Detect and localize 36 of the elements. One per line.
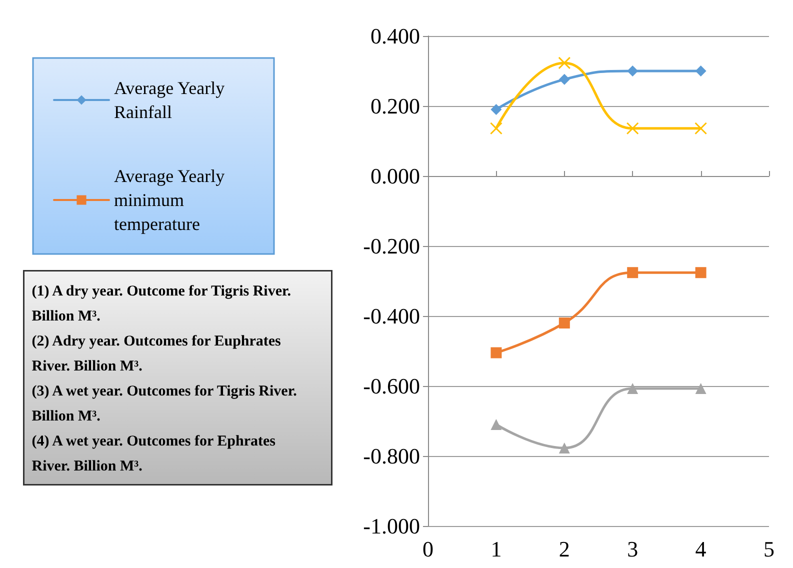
point <box>695 267 706 278</box>
x-tick-label: 3 <box>627 536 638 562</box>
y-tick-label: -0.800 <box>363 444 420 468</box>
point <box>558 318 570 328</box>
point <box>490 347 502 358</box>
legend-label: Average Yearly Rainfall <box>114 78 230 122</box>
y-tick-label: -1.000 <box>363 514 420 538</box>
point <box>627 66 638 76</box>
x-tick-label: 4 <box>695 536 706 562</box>
x-tick-label: 1 <box>490 536 502 562</box>
point <box>627 382 638 394</box>
text: (2) Adry year. Outcomes for Euphrates River. Billion M³. <box>32 333 285 374</box>
point <box>490 122 502 135</box>
legend-label: Average Yearly minimum temperature <box>114 166 230 234</box>
y-tick-label: 0.000 <box>370 164 420 188</box>
point <box>558 442 570 454</box>
point <box>626 122 639 135</box>
point <box>695 66 706 76</box>
y-tick-label: -0.200 <box>363 234 420 258</box>
text: (3) A wet year. Outcomes for Tigris River. Billion M³. <box>32 383 301 424</box>
x-tick-label: 2 <box>558 536 570 562</box>
y-tick-label: -0.400 <box>363 304 420 328</box>
x-tick-label: 5 <box>764 536 774 562</box>
text: (1) A dry year. Outcome for Tigris River. Billion M³. <box>32 283 295 324</box>
point <box>490 104 502 115</box>
text: (4) A wet year. Outcomes for Ephrates River. Billion M³. <box>32 433 280 474</box>
point <box>558 56 571 70</box>
point <box>558 74 570 85</box>
y-tick-label: 0.200 <box>370 94 420 118</box>
point <box>627 267 638 278</box>
x-tick-label: 0 <box>422 536 434 562</box>
point <box>490 419 502 430</box>
point <box>695 382 706 394</box>
y-tick-label: 0.400 <box>370 24 420 48</box>
y-tick-label: -0.600 <box>363 374 420 398</box>
point <box>694 122 708 135</box>
